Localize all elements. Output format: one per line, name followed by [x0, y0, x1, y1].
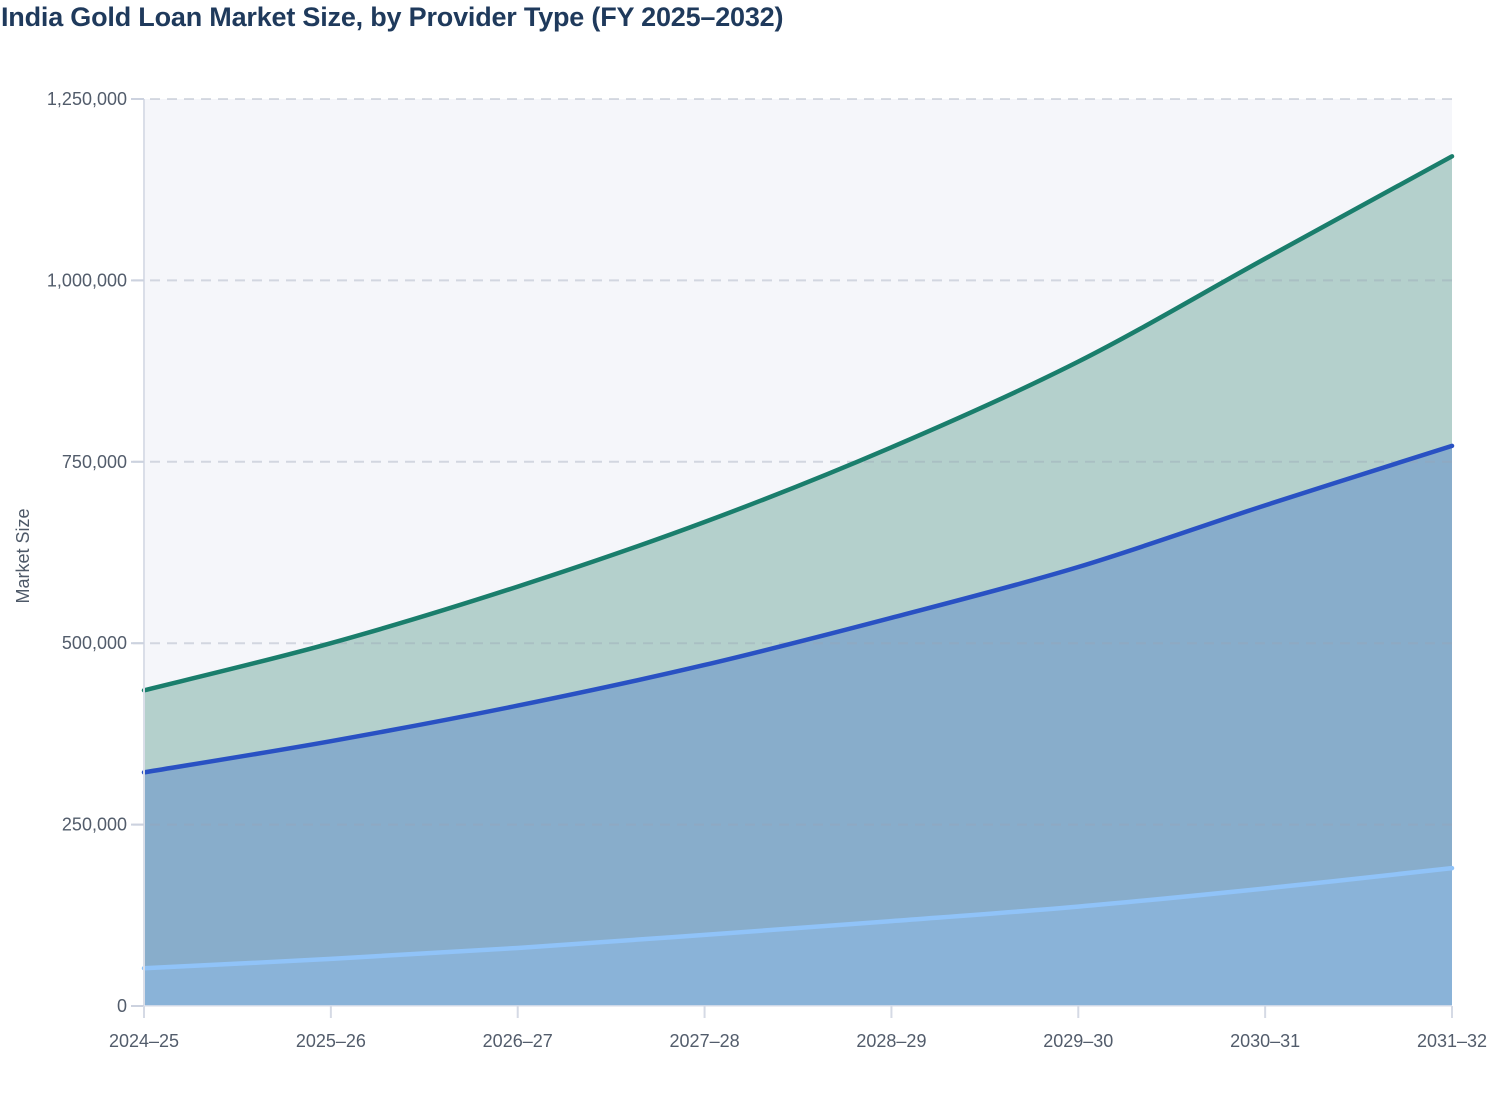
- x-tick-label: 2029–30: [1043, 1031, 1113, 1051]
- x-tick-label: 2024–25: [109, 1031, 179, 1051]
- chart-title: India Gold Loan Market Size, by Provider…: [1, 2, 784, 32]
- y-tick-label: 1,000,000: [47, 270, 127, 290]
- x-tick-label: 2031–32: [1417, 1031, 1487, 1051]
- y-tick-label: 500,000: [62, 633, 127, 653]
- teal-top-series-line: [141, 154, 1455, 693]
- light-blue-bottom-series-line: [141, 865, 1455, 971]
- x-tick-label: 2025–26: [296, 1031, 366, 1051]
- x-tick-label: 2026–27: [483, 1031, 553, 1051]
- y-tick-label: 1,250,000: [47, 89, 127, 109]
- blue-middle-series-line: [141, 443, 1455, 775]
- y-tick-label: 750,000: [62, 452, 127, 472]
- y-tick-label: 0: [117, 996, 127, 1016]
- y-tick-label: 250,000: [62, 815, 127, 835]
- x-tick-label: 2028–29: [856, 1031, 926, 1051]
- x-tick-label: 2027–28: [670, 1031, 740, 1051]
- blue-middle-series-area: [144, 445, 1452, 1006]
- x-tick-label: 2030–31: [1230, 1031, 1300, 1051]
